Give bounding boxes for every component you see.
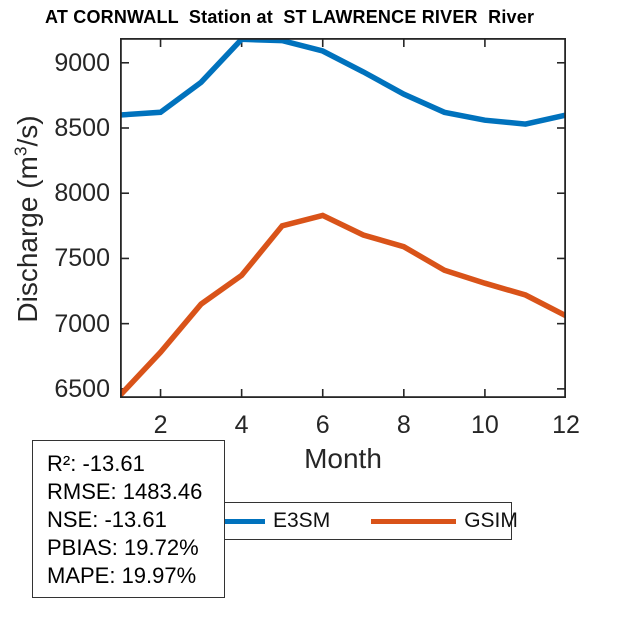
x-tick-label: 10 <box>471 411 499 439</box>
stat-rmse: RMSE: 1483.46 <box>47 479 203 504</box>
series-line-e3sm <box>120 38 566 127</box>
plot-area <box>120 38 566 398</box>
legend: E3SM GSIM <box>175 502 518 540</box>
x-tick-label: 2 <box>153 411 168 439</box>
legend-line-gsim <box>371 518 457 524</box>
legend-label-gsim: GSIM <box>464 509 518 532</box>
legend-line-e3sm <box>190 518 265 524</box>
y-tick-label: 9000 <box>54 48 110 77</box>
stat-pbias: PBIAS: 19.72% <box>47 535 199 560</box>
stats-box: R²: -13.61 RMSE: 1483.46 NSE: -13.61 PBI… <box>32 440 225 598</box>
y-tick-label: 7500 <box>54 244 110 273</box>
y-tick-label: 6500 <box>54 374 110 403</box>
plot-box <box>120 38 566 398</box>
x-tick-label: 8 <box>396 411 411 439</box>
y-tick-label: 8000 <box>54 179 110 208</box>
x-tick-label: 12 <box>552 411 580 439</box>
stat-nse: NSE: -13.61 <box>47 507 167 532</box>
x-axis-label: Month <box>304 443 382 474</box>
legend-label-e3sm: E3SM <box>273 509 331 532</box>
x-tick-label: 6 <box>315 411 330 439</box>
chart-plot <box>120 38 566 398</box>
stat-mape: MAPE: 19.97% <box>47 563 197 588</box>
x-tick-label: 4 <box>234 411 249 439</box>
chart-title: AT CORNWALL Station at ST LAWRENCE RIVER… <box>45 7 535 27</box>
series-line-gsim <box>120 212 566 398</box>
stat-r2: R²: -13.61 <box>47 451 145 476</box>
y-tick-label: 8500 <box>54 114 110 142</box>
y-tick-label: 7000 <box>54 309 110 338</box>
